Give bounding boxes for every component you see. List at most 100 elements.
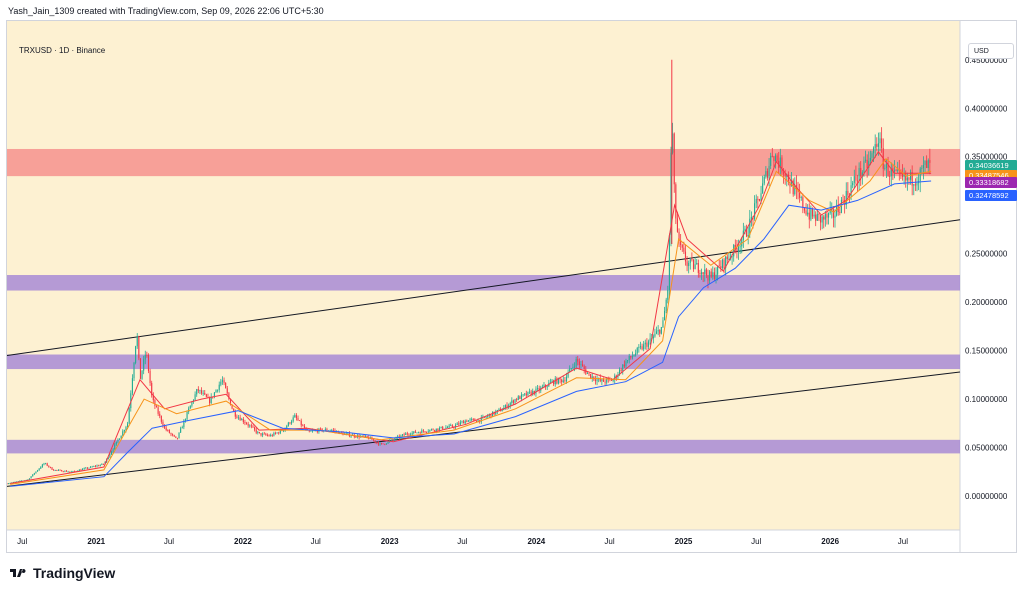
candle-body [773, 156, 775, 162]
x-tick-label: 2025 [675, 537, 693, 546]
candle-body [916, 183, 918, 186]
candle-body [784, 174, 786, 177]
candle-body [448, 425, 450, 428]
candle-body [80, 469, 82, 471]
symbol-label[interactable]: TRXUSD · 1D · Binance [19, 46, 106, 55]
candle-body [196, 389, 198, 395]
candle-body [418, 432, 420, 434]
candle-body [173, 434, 175, 437]
candle-body [262, 433, 264, 436]
candle-body [623, 364, 625, 367]
x-tick-label: Jul [751, 537, 761, 546]
candle-body [426, 432, 428, 433]
candle-body [7, 483, 8, 485]
candle-body [384, 443, 386, 445]
candle-body [832, 209, 834, 218]
candle-body [78, 469, 80, 471]
candle-body [829, 209, 831, 214]
candle-body [345, 433, 347, 435]
candle-body [392, 439, 394, 441]
candle-body [684, 251, 687, 262]
candle-body [90, 466, 92, 468]
candle-body [834, 215, 836, 218]
candle-body [646, 342, 648, 347]
candle-body [83, 468, 85, 470]
candle-body [496, 410, 498, 412]
candle-body [885, 163, 888, 169]
candle-body [527, 391, 529, 396]
candle-body [583, 366, 585, 370]
candle-body [664, 310, 666, 321]
candle-body [675, 184, 677, 219]
currency-button[interactable]: USD [968, 43, 1014, 59]
candle-body [107, 457, 109, 459]
candle-body [712, 272, 714, 277]
candle-body [401, 434, 404, 436]
zone-support-3 [7, 439, 960, 454]
candle-body [189, 405, 191, 409]
candle-body [517, 396, 519, 400]
candle-body [504, 405, 506, 408]
candle-body [316, 430, 318, 433]
candle-body [873, 148, 875, 154]
y-tick-label: 0.40000000 [965, 104, 1008, 113]
candle-body [665, 299, 667, 311]
candle-body [596, 379, 598, 382]
moving-average-1 [10, 157, 932, 485]
candle-body [491, 411, 494, 417]
candle-body [260, 433, 262, 436]
candle-body [213, 392, 215, 398]
candle-body [549, 381, 551, 383]
candle-body [604, 381, 606, 383]
candle-body [419, 432, 421, 434]
candle-body [869, 157, 871, 162]
candle-body [737, 246, 740, 252]
candle-body [911, 172, 913, 186]
candle-body [131, 378, 133, 394]
candle-body [273, 432, 275, 436]
candle-body [305, 428, 307, 430]
candle-body [863, 160, 865, 173]
candle-body [823, 216, 825, 220]
candle-body [826, 213, 828, 218]
candle-body [234, 411, 236, 417]
candle-body [152, 395, 154, 401]
candle-body [236, 416, 238, 418]
candle-body [506, 405, 508, 408]
candle-body [474, 419, 476, 421]
candle-body [61, 470, 63, 472]
candle-body [890, 168, 892, 177]
candle-body [186, 411, 188, 420]
candle-body [469, 419, 471, 421]
candle-body [445, 427, 447, 429]
candle-body [263, 433, 265, 435]
candle-body [157, 407, 159, 414]
candle-body [709, 271, 711, 281]
chart-frame[interactable]: 0.45000000 0.40000000 0.35000000 0.25000000… [6, 20, 1017, 553]
candle-body [247, 424, 249, 426]
x-tick-label: 2024 [527, 537, 545, 546]
candle-body [205, 394, 207, 397]
candle-body [209, 397, 211, 404]
candle-body [413, 431, 415, 433]
candle-body [96, 465, 98, 467]
candle-body [93, 466, 95, 467]
candle-body [70, 471, 72, 473]
candle-body [139, 358, 142, 379]
candle-body [258, 431, 260, 434]
candle-body [692, 260, 695, 270]
candle-body [853, 176, 855, 183]
candle-body [881, 138, 883, 148]
candle-body [567, 372, 569, 377]
candle-body [146, 354, 148, 356]
candle-body [160, 415, 162, 422]
candle-body [45, 463, 47, 465]
candle-body [697, 263, 699, 274]
x-tick-label: Jul [17, 537, 27, 546]
candle-body [668, 235, 670, 290]
price-chart[interactable]: 0.45000000 0.40000000 0.35000000 0.25000000… [7, 21, 1016, 552]
candle-body [860, 167, 862, 177]
candle-body [252, 426, 254, 428]
candle-body [154, 400, 156, 406]
candle-body [326, 429, 328, 431]
